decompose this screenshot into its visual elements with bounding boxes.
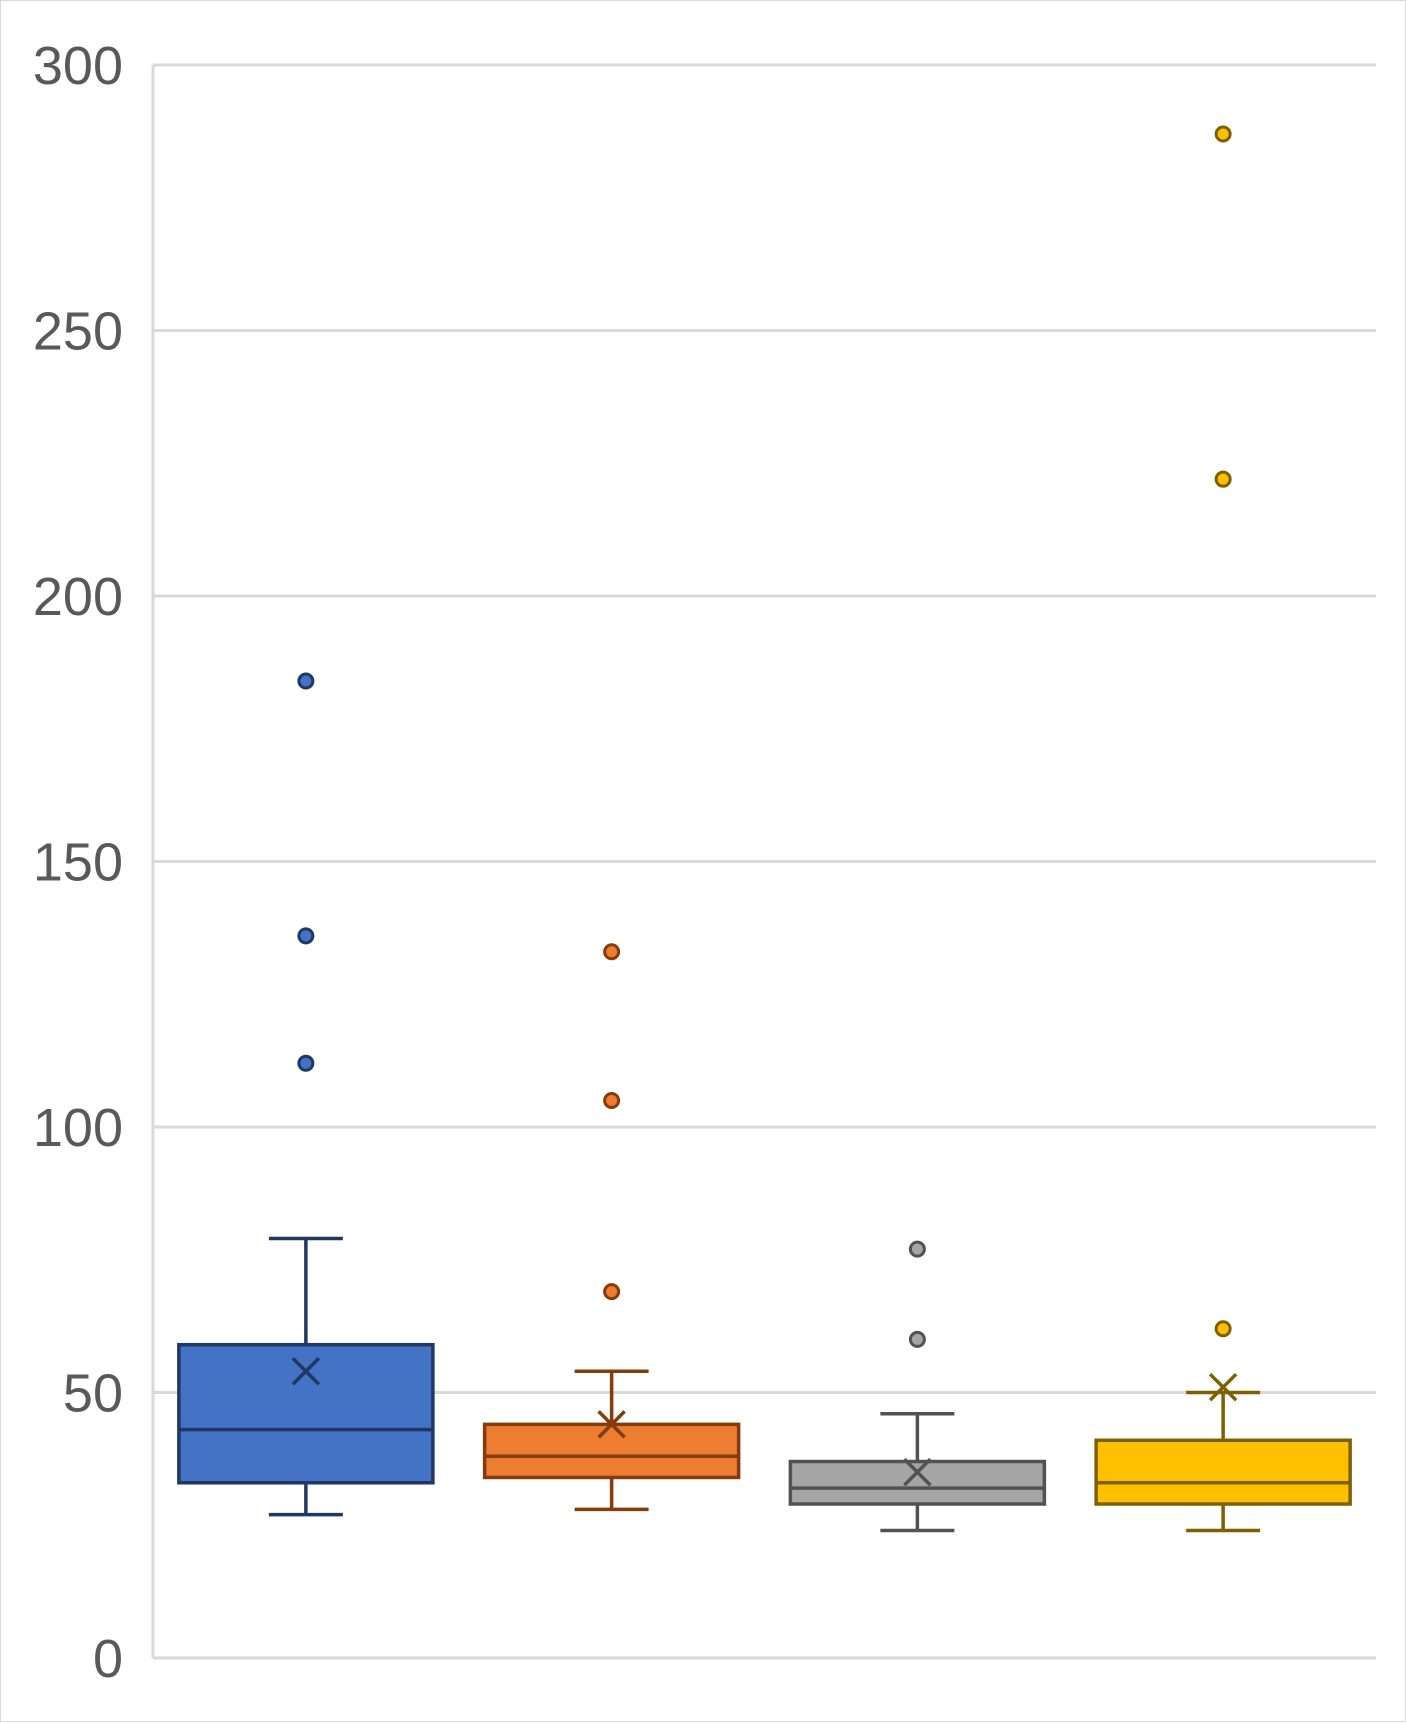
outlier-point xyxy=(1214,125,1232,143)
box-iqr xyxy=(1094,1438,1352,1506)
box-iqr xyxy=(177,1342,435,1485)
outlier-point xyxy=(1214,470,1232,488)
y-tick-label: 250 xyxy=(33,302,123,362)
box-iqr xyxy=(788,1459,1047,1506)
mean-marker xyxy=(1208,1372,1238,1402)
outlier-point xyxy=(297,672,315,690)
mean-marker xyxy=(597,1410,626,1439)
y-tick-label: 300 xyxy=(33,36,123,96)
mean-marker xyxy=(903,1457,932,1487)
y-tick-label: 0 xyxy=(93,1629,123,1689)
outlier-point xyxy=(297,1054,315,1072)
y-tick-label: 50 xyxy=(63,1364,123,1424)
outlier-point xyxy=(297,927,315,945)
outlier-point xyxy=(603,1091,621,1109)
box-iqr xyxy=(482,1422,741,1480)
y-tick-label: 200 xyxy=(33,567,123,627)
outlier-point xyxy=(908,1240,926,1258)
y-tick-label: 150 xyxy=(33,833,123,893)
y-tick-label: 100 xyxy=(33,1098,123,1158)
outlier-point xyxy=(603,943,621,961)
mean-marker xyxy=(291,1357,321,1386)
outlier-point xyxy=(1214,1320,1232,1338)
outlier-point xyxy=(908,1330,926,1348)
outlier-point xyxy=(603,1283,621,1301)
